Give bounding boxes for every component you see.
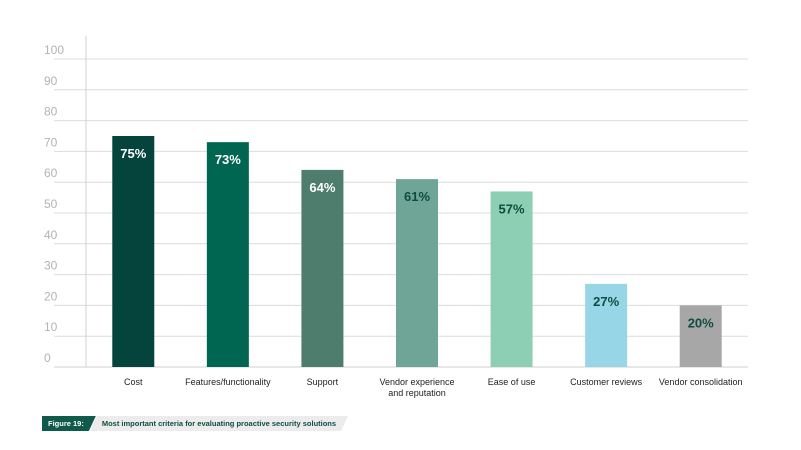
y-tick-label: 60 [44,166,58,180]
bar-chart: 0 10 20 30 40 50 60 70 80 90 100 75% 73% 64% 61% 57% 27… [44,36,748,398]
bar-value-label: 64% [309,180,335,195]
category-label: Vendor experience and reputation [379,377,454,398]
category-label: Ease of use [488,377,536,387]
y-tick-label: 0 [44,351,51,365]
y-tick-label: 80 [44,105,58,119]
bar-value-label: 61% [404,189,430,204]
figure-caption: Figure 19: Most important criteria for e… [42,416,348,431]
bar [396,179,438,367]
bar-value-label: 27% [593,294,619,309]
category-label: Vendor consolidation [659,377,743,387]
y-tick-label: 40 [44,228,58,242]
category-label: Cost [124,377,143,387]
y-tick-label: 70 [44,135,58,149]
y-tick-label: 100 [44,43,64,57]
bars: 75% 73% 64% 61% 57% 27% 20% [112,136,722,367]
category-label: Customer reviews [570,377,643,387]
figure-caption-text: Most important criteria for evaluating p… [90,416,348,431]
bar [112,136,155,367]
y-tick-label: 10 [44,320,58,334]
bar [679,305,722,367]
y-tick-label: 20 [44,289,58,303]
y-tick-label: 50 [44,197,58,211]
bar [206,142,249,367]
bar-value-label: 57% [499,201,525,216]
bar [301,169,344,367]
figure-number-tag: Figure 19: [42,416,96,431]
category-label: Features/functionality [185,377,271,387]
bar [490,191,533,367]
bar-value-label: 75% [120,146,146,161]
y-axis-tick-labels: 0 10 20 30 40 50 60 70 80 90 100 [44,43,64,365]
y-tick-label: 90 [44,74,58,88]
bar-value-label: 20% [688,315,714,330]
bar-value-label: 73% [215,152,241,167]
x-axis-category-labels: Cost Features/functionality Support Vendor … [124,377,742,398]
y-tick-label: 30 [44,259,58,273]
category-label: Support [307,377,339,387]
bar [585,283,628,367]
